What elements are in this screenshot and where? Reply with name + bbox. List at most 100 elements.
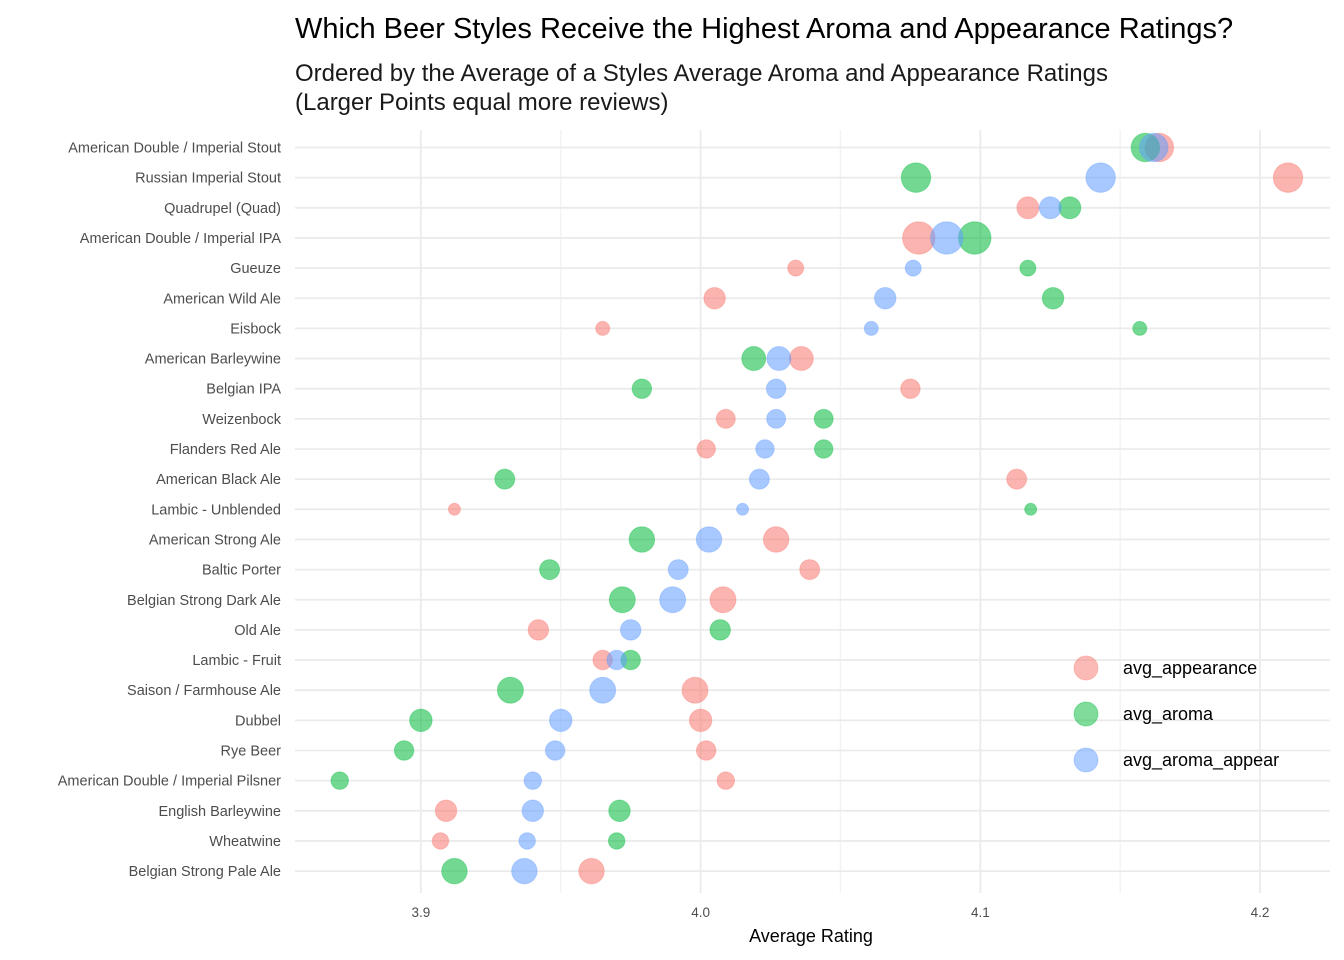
point-avg_aroma — [608, 799, 631, 823]
point-avg_aroma — [1058, 196, 1082, 220]
legend-label: avg_aroma — [1123, 704, 1214, 725]
point-avg_aroma — [900, 162, 932, 193]
legend-label: avg_aroma_appear — [1123, 750, 1279, 771]
point-avg_aroma_appear — [1085, 162, 1116, 193]
point-avg_aroma — [409, 708, 433, 733]
point-avg_aroma_appear — [736, 502, 750, 516]
y-tick-label: Flanders Red Ale — [170, 442, 281, 458]
legend-item-avg_aroma_appear: avg_aroma_appear — [1073, 747, 1279, 773]
plot-panel — [295, 130, 1330, 893]
point-avg_aroma — [1041, 287, 1065, 310]
point-avg_aroma_appear — [863, 320, 879, 336]
point-avg_aroma_appear — [619, 619, 642, 641]
y-tick-label: Saison / Farmhouse Ale — [127, 683, 281, 699]
y-tick-label: Gueuze — [230, 261, 281, 277]
point-avg_aroma_appear — [523, 771, 543, 790]
legend-key — [1073, 655, 1099, 681]
point-avg_aroma_appear — [1038, 196, 1062, 220]
y-tick-label: Quadrupel (Quad) — [164, 201, 281, 217]
point-avg_aroma — [608, 586, 636, 614]
point-avg_aroma_appear — [766, 346, 792, 372]
y-tick-label: American Strong Ale — [149, 532, 281, 548]
point-avg_aroma — [1019, 259, 1037, 277]
x-tick-label: 3.9 — [411, 905, 430, 920]
legend-item-avg_aroma: avg_aroma — [1073, 701, 1214, 727]
y-tick-label: Old Ale — [234, 623, 281, 639]
point-avg_appearance — [578, 857, 605, 885]
x-tick-label: 4.2 — [1251, 905, 1270, 920]
x-tick-label: 4.0 — [691, 905, 710, 920]
chart-title: Which Beer Styles Receive the Highest Ar… — [295, 13, 1233, 45]
chart-subtitle-line-2: (Larger Points equal more reviews) — [295, 89, 669, 116]
x-axis-labels: 3.9 4.0 4.1 4.2 — [411, 905, 1269, 920]
y-tick-label: Rye Beer — [221, 744, 282, 760]
point-avg_aroma_appear — [748, 468, 770, 490]
y-tick-label: Weizenbock — [202, 412, 281, 428]
point-avg_aroma_appear — [521, 799, 545, 823]
y-tick-label: Belgian Strong Pale Ale — [129, 864, 281, 880]
legend: avg_appearance avg_aroma avg_aroma_appear — [1073, 655, 1279, 773]
y-axis-labels: American Double / Imperial Stout Russian … — [58, 141, 282, 881]
series-avg_aroma_appear — [511, 132, 1169, 885]
point-avg_aroma — [628, 526, 656, 553]
point-avg_appearance — [703, 287, 726, 310]
point-avg_aroma_appear — [904, 259, 922, 277]
point-avg_aroma — [441, 857, 468, 885]
y-tick-label: Lambic - Fruit — [192, 653, 281, 669]
legend-label: avg_appearance — [1123, 658, 1257, 679]
point-avg_aroma — [330, 771, 350, 790]
series-avg_appearance — [431, 132, 1304, 885]
x-axis-title: Average Rating — [749, 926, 873, 946]
x-tick-label: 4.1 — [971, 905, 990, 920]
legend-key — [1073, 701, 1099, 727]
point-avg_aroma_appear — [589, 676, 617, 704]
y-tick-label: Dubbel — [235, 713, 281, 729]
point-avg_aroma_appear — [548, 708, 573, 733]
point-avg_appearance — [696, 439, 716, 459]
point-avg_appearance — [1272, 162, 1304, 193]
point-avg_appearance — [681, 676, 709, 704]
point-avg_appearance — [447, 502, 461, 516]
y-tick-label: Baltic Porter — [202, 563, 281, 579]
point-avg_aroma_appear — [1139, 132, 1169, 163]
y-tick-label: English Barleywine — [158, 804, 281, 820]
point-avg_appearance — [688, 708, 713, 733]
point-avg_aroma_appear — [659, 586, 687, 614]
y-tick-label: American Double / Imperial Pilsner — [58, 774, 281, 790]
point-avg_aroma — [1132, 320, 1148, 336]
y-tick-label: American Wild Ale — [163, 291, 281, 307]
legend-item-avg_appearance: avg_appearance — [1073, 655, 1257, 681]
point-avg_aroma — [496, 676, 524, 704]
point-avg_aroma_appear — [755, 439, 775, 459]
point-avg_aroma — [607, 832, 626, 850]
y-tick-label: American Double / Imperial IPA — [80, 231, 282, 247]
point-avg_aroma_appear — [695, 526, 723, 553]
point-avg_aroma — [631, 378, 653, 399]
point-avg_aroma — [709, 619, 731, 641]
point-avg_aroma_appear — [518, 832, 536, 850]
y-tick-label: American Double / Imperial Stout — [68, 141, 281, 157]
point-avg_aroma — [494, 468, 516, 490]
y-tick-label: American Barleywine — [145, 352, 281, 368]
y-tick-label: Wheatwine — [209, 834, 281, 850]
point-avg_appearance — [595, 320, 611, 336]
y-tick-label: Eisbock — [230, 321, 282, 337]
point-avg_aroma — [741, 346, 767, 372]
legend-key — [1073, 747, 1099, 773]
point-avg_appearance — [431, 832, 450, 850]
point-avg_appearance — [709, 586, 737, 614]
point-avg_appearance — [715, 408, 736, 429]
y-tick-label: Lambic - Unblended — [151, 502, 281, 518]
point-avg_aroma_appear — [765, 378, 787, 399]
y-tick-label: Belgian Strong Dark Ale — [127, 593, 281, 609]
point-avg_aroma_appear — [511, 857, 538, 885]
y-tick-label: Belgian IPA — [206, 382, 281, 398]
chart-subtitle: Ordered by the Average of a Styles Avera… — [295, 60, 1108, 87]
point-avg_aroma — [539, 559, 561, 581]
point-avg_aroma — [813, 408, 834, 429]
point-avg_aroma_appear — [667, 559, 689, 581]
point-avg_aroma_appear — [766, 408, 787, 429]
point-avg_appearance — [900, 378, 921, 399]
point-avg_aroma — [393, 740, 415, 761]
